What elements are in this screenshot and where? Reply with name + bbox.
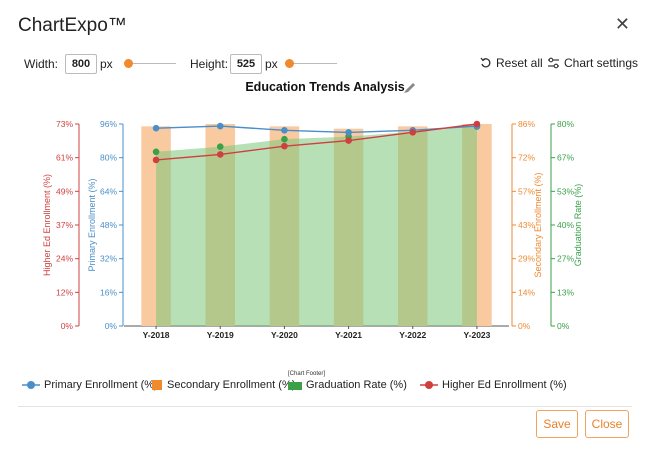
axis-tick-label: 24% <box>56 254 73 264</box>
height-slider-knob[interactable] <box>285 59 294 68</box>
primary-enrollment-point[interactable] <box>216 122 224 130</box>
higher-ed-enrollment-point[interactable] <box>152 156 160 164</box>
legend-label: Graduation Rate (%) <box>306 379 407 391</box>
width-label: Width: <box>24 57 59 71</box>
close-button[interactable]: Close <box>585 410 629 438</box>
axis-tick-label: 14% <box>518 287 535 297</box>
legend-label: Primary Enrollment (%) <box>44 379 158 391</box>
graduation-rate-area[interactable] <box>156 126 477 327</box>
axis-tick-label: 61% <box>56 153 73 163</box>
axis-tick-label: 13% <box>557 287 574 297</box>
axis-tick-label: 96% <box>100 119 117 129</box>
primary-enrollment-point[interactable] <box>152 124 160 132</box>
higher-ed-enrollment-point[interactable] <box>216 151 224 158</box>
higher-ed-enrollment-point[interactable] <box>345 137 352 144</box>
x-axis-tick-label: Y-2022 <box>399 330 426 340</box>
legend-item-secondary-enrollment[interactable]: Secondary Enrollment (%) <box>151 379 295 391</box>
legend-item-primary-enrollment[interactable]: Primary Enrollment (%) <box>22 379 158 391</box>
graduation-rate-point[interactable] <box>281 135 288 143</box>
axis-tick-label: 16% <box>100 287 117 297</box>
width-unit: px <box>100 57 113 71</box>
axis-tick-label: 0% <box>557 321 570 331</box>
width-slider-knob[interactable] <box>124 59 133 68</box>
chart-area: Education Trends Analysis 0% 12% 24% 37% 49% 6… <box>0 78 650 378</box>
reset-icon <box>480 57 491 68</box>
height-slider[interactable] <box>285 59 337 68</box>
axis-tick-label: 27% <box>557 254 574 264</box>
close-icon[interactable]: ✕ <box>614 14 630 34</box>
reset-all-label: Reset all <box>496 56 543 70</box>
higher-ed-enrollment-point[interactable] <box>409 129 417 136</box>
axis-tick-label: 0% <box>518 321 531 331</box>
axis-tick-label: 86% <box>518 119 535 129</box>
height-label: Height: <box>190 57 229 71</box>
axis-title: Secondary Enrollment (%) <box>533 172 543 277</box>
chart-settings-label: Chart settings <box>564 56 639 70</box>
axis-tick-label: 0% <box>61 321 74 331</box>
axis-tick-label: 73% <box>56 119 73 129</box>
legend-item-higher-ed-enrollment[interactable]: Higher Ed Enrollment (%) <box>420 379 567 391</box>
axis-title: Graduation Rate (%) <box>573 184 583 267</box>
axis-tick-label: 80% <box>100 153 117 163</box>
axis-title: Higher Ed Enrollment (%) <box>42 174 52 276</box>
axis-tick-label: 29% <box>518 254 535 264</box>
axis-tick-label: 72% <box>518 153 535 163</box>
chart-footer[interactable]: [Chart Footer] <box>288 371 326 377</box>
legend-item-graduation-rate[interactable]: Graduation Rate (%) <box>288 379 407 391</box>
chart-settings-button[interactable]: Chart settings <box>547 56 638 70</box>
footer-divider <box>18 406 632 407</box>
line-marker-icon <box>420 381 438 389</box>
primary-enrollment-point[interactable] <box>281 127 288 134</box>
axis-tick-label: 67% <box>557 153 574 163</box>
x-axis-tick-label: Y-2020 <box>271 330 298 340</box>
toolbar: Width: 800 px Height: 525 px Reset all C… <box>0 52 650 76</box>
save-button[interactable]: Save <box>536 410 578 438</box>
bar-icon <box>152 380 162 390</box>
width-input[interactable]: 800 <box>65 54 97 74</box>
higher-ed-enrollment-line[interactable] <box>156 123 478 161</box>
higher-ed-enrollment-point[interactable] <box>473 120 481 128</box>
axis-tick-label: 57% <box>518 186 535 196</box>
combo-chart: Education Trends Analysis 0% 12% 24% 37% 49% 6… <box>42 80 583 340</box>
width-slider[interactable] <box>124 59 176 68</box>
height-input[interactable]: 525 <box>230 54 262 74</box>
axis-tick-label: 32% <box>100 254 117 264</box>
axis-tick-label: 40% <box>557 220 574 230</box>
axis-tick-label: 0% <box>105 321 118 331</box>
title-bar: ChartExpo™ ✕ <box>0 0 650 50</box>
legend-label: Higher Ed Enrollment (%) <box>442 379 567 391</box>
primary-enrollment-point[interactable] <box>345 129 352 136</box>
area-icon <box>288 382 302 390</box>
x-axis-tick-label: Y-2021 <box>335 330 362 340</box>
axis-tick-label: 37% <box>56 220 73 230</box>
axis-title: Primary Enrollment (%) <box>87 178 97 271</box>
axis-tick-label: 48% <box>100 220 117 230</box>
higher-ed-enrollment-point[interactable] <box>281 142 288 150</box>
x-axis-tick-label: Y-2023 <box>463 330 490 340</box>
axis-tick-label: 43% <box>518 220 535 230</box>
settings-sliders-icon <box>548 57 559 69</box>
reset-all-button[interactable]: Reset all <box>480 56 543 70</box>
chart-title: Education Trends Analysis <box>245 80 404 94</box>
axis-tick-label: 12% <box>56 287 73 297</box>
axis-tick-label: 49% <box>56 186 73 196</box>
graduation-rate-point[interactable] <box>152 148 160 156</box>
primary-enrollment-line[interactable] <box>156 125 477 134</box>
legend-label: Secondary Enrollment (%) <box>167 379 296 391</box>
axis-tick-label: 64% <box>100 186 117 196</box>
x-axis-tick-label: Y-2019 <box>207 330 234 340</box>
legend: Primary Enrollment (%) Secondary Enrollm… <box>0 375 650 399</box>
app-title: ChartExpo™ <box>18 15 127 36</box>
graduation-rate-point[interactable] <box>216 143 224 151</box>
axis-tick-label: 53% <box>557 186 574 196</box>
axis-tick-label: 80% <box>557 119 574 129</box>
line-marker-icon <box>22 381 40 389</box>
height-unit: px <box>265 57 278 71</box>
edit-title-pencil-icon[interactable] <box>404 83 415 93</box>
x-axis-tick-label: Y-2018 <box>143 330 170 340</box>
